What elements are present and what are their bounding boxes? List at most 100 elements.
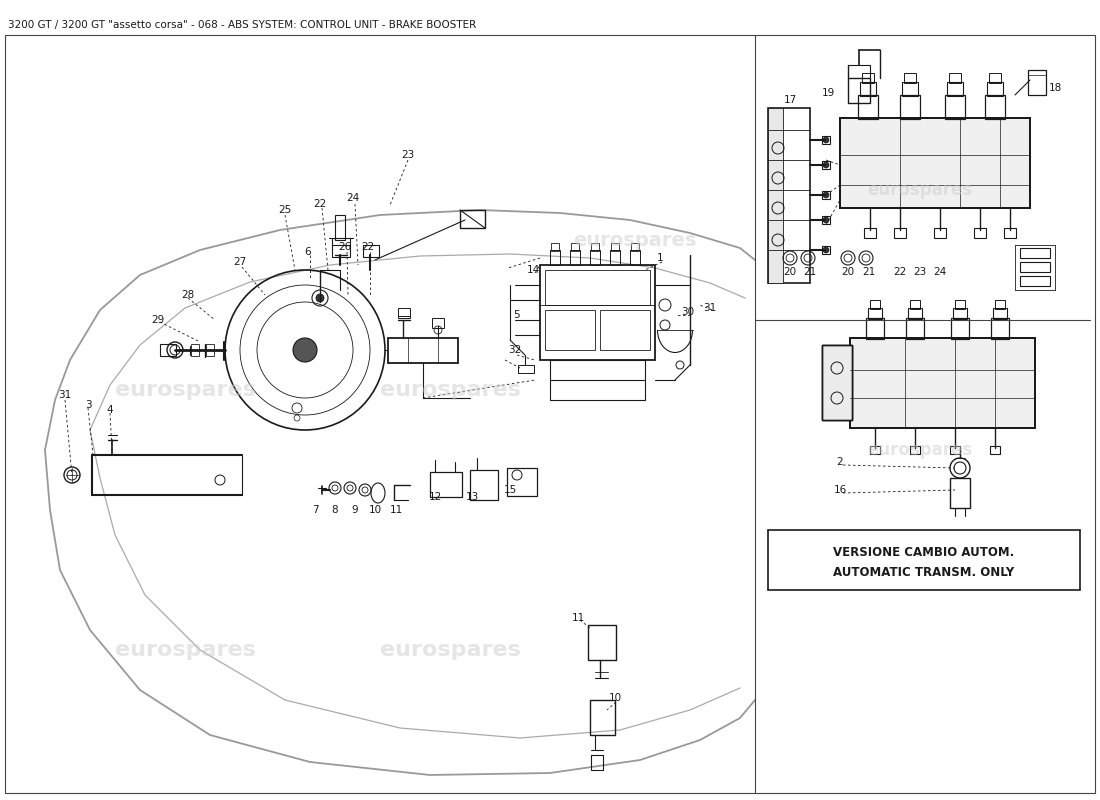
Bar [858, 95, 878, 119]
Bar [906, 318, 924, 339]
Text: 24: 24 [934, 267, 947, 277]
Circle shape [823, 192, 829, 198]
Bar [866, 318, 884, 339]
Bar [974, 228, 986, 238]
Bar [984, 95, 1005, 119]
Bar [550, 250, 560, 265]
Circle shape [293, 338, 317, 362]
Bar [900, 95, 920, 119]
Bar [507, 468, 537, 496]
Bar [934, 228, 946, 238]
Text: VERSIONE CAMBIO AUTOM.: VERSIONE CAMBIO AUTOM. [834, 546, 1014, 559]
Bar [850, 338, 1035, 428]
Bar [160, 344, 176, 356]
Text: 6: 6 [305, 247, 311, 257]
Text: eurospares: eurospares [573, 230, 696, 250]
Text: 21: 21 [803, 267, 816, 277]
Text: 31: 31 [58, 390, 72, 400]
Bar [864, 228, 876, 238]
Text: 30: 30 [681, 307, 694, 317]
Bar [822, 246, 830, 254]
Bar [850, 338, 1035, 428]
Bar [590, 700, 615, 735]
Bar [588, 625, 616, 660]
Bar [991, 318, 1009, 339]
Text: 15: 15 [504, 485, 517, 495]
Bar [870, 446, 880, 454]
Bar [571, 243, 579, 251]
Text: 5: 5 [513, 310, 519, 320]
Bar [987, 82, 1003, 96]
Bar [949, 73, 961, 83]
Bar [206, 344, 214, 356]
Text: eurospares: eurospares [379, 380, 520, 400]
Text: 20: 20 [783, 267, 796, 277]
Bar [862, 73, 874, 83]
Text: 27: 27 [233, 257, 246, 267]
Bar [902, 82, 918, 96]
Bar [631, 243, 639, 251]
Bar [551, 243, 559, 251]
Bar [590, 250, 600, 265]
Bar [544, 270, 650, 305]
Bar [430, 472, 462, 497]
Circle shape [823, 247, 829, 253]
Text: 20: 20 [842, 267, 855, 277]
Text: 1: 1 [657, 253, 663, 263]
Bar [822, 345, 853, 420]
Bar [910, 300, 920, 309]
Bar [848, 78, 870, 103]
Bar [1020, 262, 1050, 272]
Text: 11: 11 [389, 505, 403, 515]
Text: eurospares: eurospares [868, 181, 972, 199]
Text: 12: 12 [428, 492, 441, 502]
Bar [1020, 248, 1050, 258]
Bar [990, 446, 1000, 454]
Text: 26: 26 [339, 242, 352, 252]
Bar [630, 250, 640, 265]
Text: 17: 17 [783, 95, 796, 105]
Bar [540, 265, 654, 360]
Text: 29: 29 [152, 315, 165, 325]
Bar [904, 73, 916, 83]
Bar [822, 216, 830, 224]
Bar [332, 245, 350, 257]
Bar [840, 118, 1030, 208]
Bar [768, 108, 783, 283]
Text: 10: 10 [368, 505, 382, 515]
Bar [518, 365, 534, 373]
Text: 22: 22 [314, 199, 327, 209]
Bar [610, 243, 619, 251]
Bar [894, 228, 906, 238]
Bar [460, 210, 485, 228]
Bar [860, 82, 876, 96]
Bar [822, 136, 830, 144]
Bar [822, 191, 830, 199]
Circle shape [823, 137, 829, 143]
Bar [870, 300, 880, 309]
Bar [850, 338, 1035, 428]
Text: AUTOMATIC TRANSM. ONLY: AUTOMATIC TRANSM. ONLY [834, 566, 1014, 578]
Text: 22: 22 [893, 267, 906, 277]
Text: 3200 GT / 3200 GT "assetto corsa" - 068 - ABS SYSTEM: CONTROL UNIT - BRAKE BOOST: 3200 GT / 3200 GT "assetto corsa" - 068 … [8, 20, 476, 30]
Bar [945, 95, 965, 119]
Bar [470, 470, 498, 500]
Bar [868, 308, 882, 319]
Text: 10: 10 [608, 693, 622, 703]
Bar [550, 360, 645, 380]
Text: 22: 22 [362, 242, 375, 252]
Bar [570, 250, 580, 265]
Bar [1020, 276, 1050, 286]
Bar [840, 118, 1030, 208]
Bar [953, 308, 967, 319]
Text: 25: 25 [278, 205, 292, 215]
Bar [336, 215, 345, 240]
Text: 11: 11 [571, 613, 584, 623]
Bar [955, 300, 965, 309]
Bar [822, 161, 830, 169]
Bar [950, 446, 960, 454]
Text: eurospares: eurospares [114, 640, 255, 660]
Bar [950, 478, 970, 508]
Bar [591, 243, 600, 251]
Text: eurospares: eurospares [114, 380, 255, 400]
